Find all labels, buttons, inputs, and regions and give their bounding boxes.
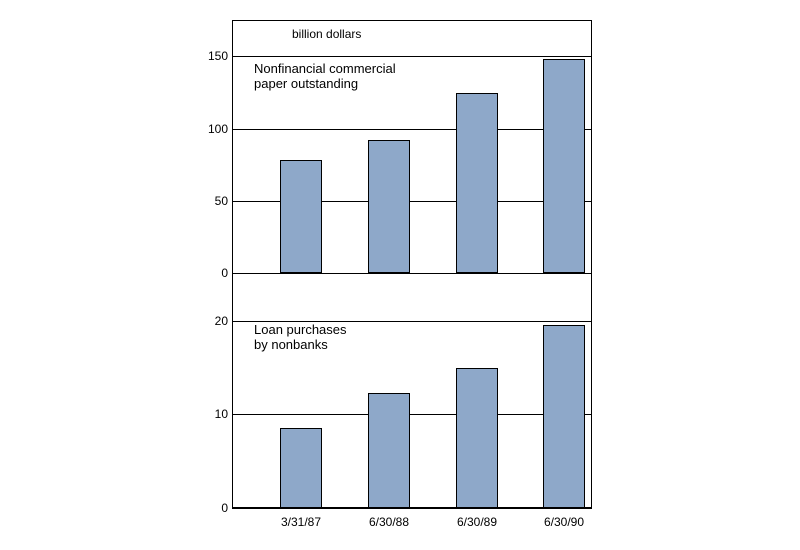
y-tick-label: 0: [188, 501, 228, 515]
gridline: [232, 508, 592, 509]
y-tick-label: 50: [188, 194, 228, 208]
x-tick-label: 3/31/87: [281, 515, 321, 529]
bar: [280, 160, 322, 273]
y-tick-label: 10: [188, 407, 228, 421]
y-tick-label: 150: [188, 49, 228, 63]
bar: [456, 93, 498, 273]
x-tick-label: 6/30/89: [457, 515, 497, 529]
bar: [280, 428, 322, 508]
chart-title-bottom: Loan purchases by nonbanks: [254, 323, 347, 353]
x-tick-label: 6/30/90: [544, 515, 584, 529]
chart-page: { "frame": { "left": 232, "top": 20, "wi…: [0, 0, 800, 550]
gridline: [232, 414, 592, 415]
y-axis-unit-label: billion dollars: [292, 27, 361, 41]
bar: [368, 393, 410, 508]
bar: [543, 59, 585, 273]
y-tick-label: 100: [188, 122, 228, 136]
gridline: [232, 129, 592, 130]
gridline: [232, 56, 592, 57]
bar: [368, 140, 410, 273]
chart-title-top: Nonfinancial commercial paper outstandin…: [254, 62, 396, 92]
bar: [456, 368, 498, 508]
gridline: [232, 273, 592, 274]
bar: [543, 325, 585, 508]
x-tick-label: 6/30/88: [369, 515, 409, 529]
y-tick-label: 0: [188, 266, 228, 280]
y-tick-label: 20: [188, 314, 228, 328]
